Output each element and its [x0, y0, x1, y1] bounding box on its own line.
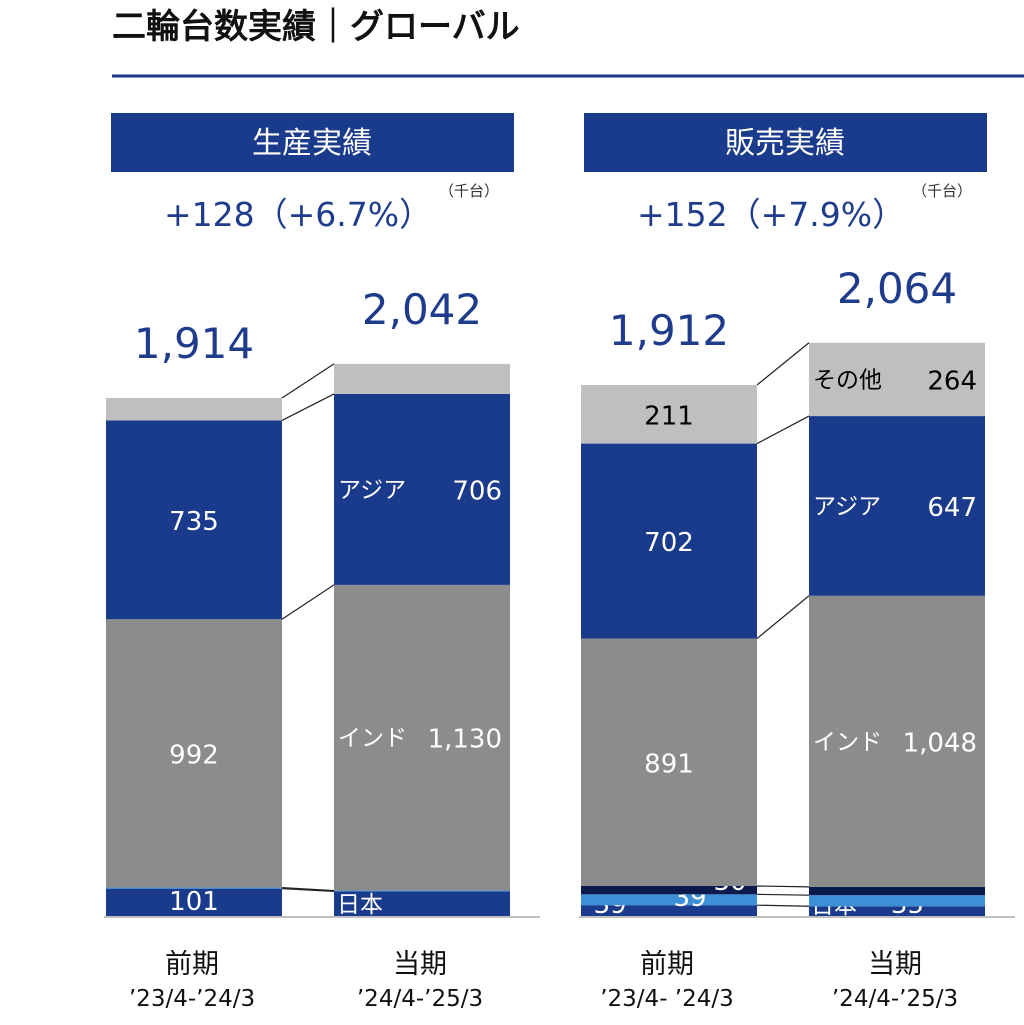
connector-line	[281, 363, 335, 399]
connector-line	[281, 584, 335, 620]
data-label: 264	[927, 366, 977, 396]
bar-segment-日本	[809, 906, 985, 916]
connector-line	[756, 595, 810, 640]
bar-segment-北米	[809, 886, 985, 896]
connector-line	[281, 888, 335, 892]
bar-segment-欧州	[809, 895, 985, 907]
panel-title: 販売実績	[725, 126, 845, 161]
bar-segment-日本	[334, 891, 510, 916]
bar-segment-アジア	[106, 420, 282, 620]
period-label: ’23/4- ’24/3	[600, 986, 734, 1012]
panel-header	[584, 113, 987, 172]
change-label: +128（+6.7%）	[164, 195, 432, 234]
series-name-label: アジア	[338, 477, 406, 503]
bar-segment-アジア	[809, 416, 985, 596]
data-label: 735	[169, 507, 219, 537]
category-label: 前期	[640, 949, 694, 980]
connector-line	[756, 893, 810, 896]
panel-sales: 販売実績+152（+7.9%）（千台）3939308917022111,912前…	[579, 113, 1015, 1012]
panel-title: 生産実績	[252, 126, 372, 161]
data-label: 891	[644, 749, 694, 779]
category-label: 当期	[393, 949, 447, 980]
bar-segment-その他	[809, 342, 985, 417]
connector-line	[756, 415, 810, 445]
bar-segment-その他	[334, 363, 510, 394]
unit-label: （千台）	[439, 182, 499, 200]
data-label: 101	[169, 887, 219, 917]
bar-segment-日本	[581, 905, 757, 916]
bar-segment-その他	[106, 397, 282, 421]
data-label: 647	[927, 493, 977, 523]
bar-segment-インド	[106, 619, 282, 888]
bar-segment-日本	[106, 888, 282, 916]
data-label: 992	[169, 740, 219, 770]
data-label: 702	[644, 528, 694, 558]
data-label: 706	[452, 476, 502, 506]
total-label: 1,912	[609, 306, 729, 355]
total-label: 1,914	[134, 319, 254, 368]
change-label: +152（+7.9%）	[637, 195, 905, 234]
period-label: ’24/4-’25/3	[832, 986, 958, 1012]
data-label: 1,130	[428, 725, 502, 755]
total-label: 2,042	[362, 285, 482, 334]
bar-segment-北米	[334, 890, 510, 892]
panel-header	[111, 113, 514, 172]
data-label: 211	[644, 401, 694, 431]
period-label: ’24/4-’25/3	[357, 986, 483, 1012]
connector-line	[756, 342, 810, 386]
bar-segment-インド	[334, 584, 510, 891]
panel-production: 生産実績+128（+6.7%）（千台）10149927351,914前期’23/…	[104, 113, 540, 1012]
connector-line	[281, 886, 335, 892]
series-name-label: インド	[338, 726, 407, 752]
series-name-label: インド	[813, 729, 882, 755]
bar-segment-北米	[581, 886, 757, 895]
category-label: 当期	[868, 949, 922, 980]
page-title: 二輪台数実績｜グローバル	[112, 7, 520, 47]
series-name-label: その他	[813, 367, 882, 393]
total-label: 2,064	[837, 264, 957, 313]
bar-segment-その他	[581, 384, 757, 444]
connector-line	[756, 904, 810, 907]
data-label: 1,048	[903, 728, 977, 758]
period-label: ’23/4-’24/3	[129, 986, 255, 1012]
bar-segment-アジア	[334, 393, 510, 585]
bar-segment-欧州	[581, 894, 757, 906]
connector-line	[756, 885, 810, 888]
bar-segment-インド	[581, 638, 757, 887]
bar-segment-インド	[809, 595, 985, 887]
connector-line	[281, 393, 335, 421]
bar-segment-アジア	[581, 443, 757, 639]
series-name-label: アジア	[813, 494, 881, 520]
bar-segment-北米	[106, 887, 282, 889]
series-name-label: 日本	[337, 892, 383, 918]
category-label: 前期	[165, 949, 219, 980]
unit-label: （千台）	[912, 182, 972, 200]
